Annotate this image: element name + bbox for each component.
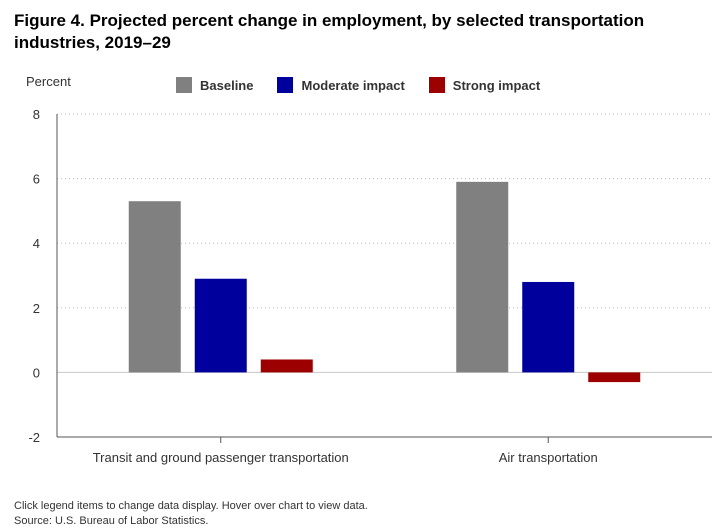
footer-source: Source: U.S. Bureau of Labor Statistics. (14, 515, 209, 527)
legend-item-baseline[interactable]: Baseline (176, 77, 253, 93)
y-tick-label: 0 (33, 365, 40, 380)
legend-swatch-strong-impact (428, 77, 445, 93)
chart-title-line-2: industries, 2019–29 (14, 33, 171, 52)
legend-swatch-moderate-impact (277, 77, 294, 93)
legend-label-strong-impact: Strong impact (452, 77, 541, 93)
y-tick-label: 4 (33, 236, 40, 251)
bar[interactable]: Moderate impact: 2.8 (522, 281, 575, 373)
footer-note: Click legend items to change data displa… (14, 500, 368, 512)
bar[interactable]: Strong impact: 0.4 (260, 359, 313, 373)
chart-title-line-1: Figure 4. Projected percent change in em… (14, 11, 645, 30)
bar[interactable]: Baseline: 5.3 (128, 201, 181, 373)
legend: Baseline Moderate impact Strong impact (176, 77, 564, 93)
bar[interactable]: Strong impact: -0.3 (588, 372, 641, 383)
legend-label-baseline: Baseline (200, 77, 254, 93)
legend-item-moderate-impact[interactable]: Moderate impact (277, 77, 405, 93)
y-axis-label: Percent (26, 74, 71, 89)
y-tick-label: -2 (28, 430, 40, 445)
bar[interactable]: Baseline: 5.9 (456, 181, 509, 373)
legend-swatch-baseline (176, 77, 192, 93)
x-tick-label: Transit and ground passenger transportat… (93, 450, 349, 465)
chart-title: Figure 4. Projected percent change in em… (14, 10, 704, 54)
y-tick-label: 2 (33, 301, 40, 316)
y-tick-label: 8 (33, 107, 40, 122)
x-tick-label: Air transportation (499, 450, 598, 465)
y-tick-label: 6 (33, 172, 40, 187)
legend-item-strong-impact[interactable]: Strong impact (428, 77, 541, 93)
bar[interactable]: Moderate impact: 2.9 (194, 278, 247, 373)
footer: Click legend items to change data displa… (14, 499, 368, 529)
legend-label-moderate-impact: Moderate impact (301, 77, 405, 93)
